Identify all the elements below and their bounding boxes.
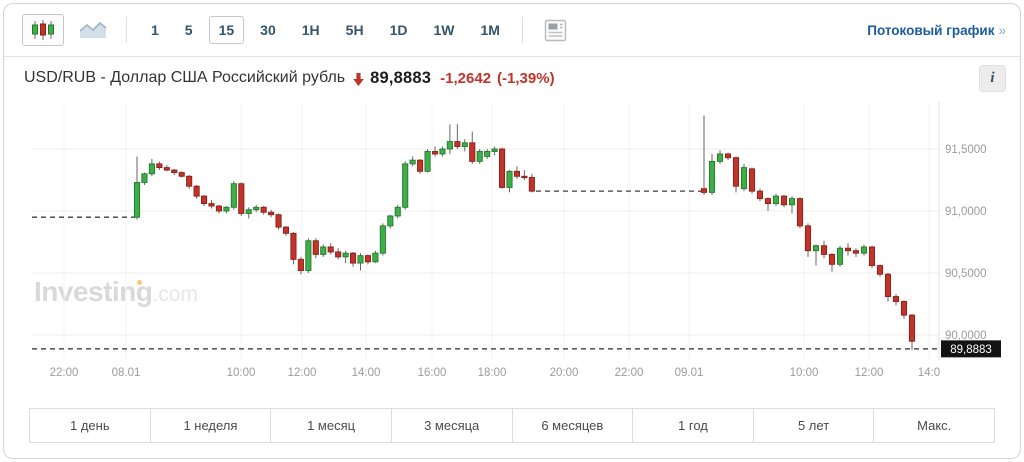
interval-button-1d[interactable]: 1D	[380, 16, 418, 44]
news-panel-button[interactable]	[535, 14, 577, 46]
x-axis-tick-label: 18:00	[478, 367, 507, 379]
x-axis-tick-label: 20:00	[550, 367, 579, 379]
x-axis-tick-label: 09.01	[675, 367, 704, 379]
interval-button-5[interactable]: 5	[175, 16, 203, 44]
candlestick-chart-icon	[32, 20, 54, 40]
grid-lines	[32, 102, 940, 360]
x-axis-labels: 22:00 08.01 10:00 12:00 14:00 16:00 18:00 20:00…	[50, 367, 941, 379]
info-button[interactable]: i	[979, 64, 1006, 92]
current-price-tag: 89,8883	[950, 344, 992, 356]
investing-watermark: Investing.com	[34, 276, 198, 308]
x-axis-tick-label: 12:00	[855, 367, 884, 379]
range-button-2[interactable]: 1 неделя	[149, 409, 271, 442]
range-button-8[interactable]: Макс.	[873, 409, 994, 442]
interval-button-1w[interactable]: 1W	[423, 16, 464, 44]
chart-region: Investing.com 89,8883 91,5000 91,0000 90,50…	[4, 98, 1020, 404]
quote-header: USD/RUB - Доллар США Российский рубль 89…	[4, 57, 1020, 99]
range-button-4[interactable]: 3 месяца	[390, 409, 512, 442]
interval-button-15[interactable]: 15	[208, 16, 245, 44]
interval-button-1h[interactable]: 1H	[292, 16, 330, 44]
x-axis-tick-label: 16:00	[418, 367, 447, 379]
chart-type-line-button[interactable]	[72, 14, 114, 46]
price-down-arrow-icon	[353, 72, 364, 86]
price-change: -1,2642	[440, 69, 492, 87]
watermark-domain: .com	[152, 283, 198, 306]
interval-button-group: 1 5 15 30 1H 5H 1D 1W 1M	[141, 16, 510, 44]
streaming-chart-label: Потоковый график	[867, 22, 995, 38]
watermark-logo-dot	[137, 280, 142, 285]
range-button-5[interactable]: 6 месяцев	[511, 409, 633, 442]
range-button-3[interactable]: 1 месяц	[270, 409, 391, 442]
interval-button-1[interactable]: 1	[141, 16, 169, 44]
chart-toolbar: 1 5 15 30 1H 5H 1D 1W 1M Потоковый график»	[4, 4, 1020, 57]
x-axis-tick-label: 14:0	[918, 367, 940, 379]
pair-title: USD/RUB - Доллар США Российский рубль	[24, 69, 346, 86]
y-axis-tick-label: 91,5000	[945, 144, 987, 156]
x-axis-tick-label: 12:00	[288, 367, 317, 379]
interval-button-1m[interactable]: 1M	[470, 16, 509, 44]
interval-button-30[interactable]: 30	[250, 16, 286, 44]
news-panel-icon	[545, 19, 567, 41]
current-price-line: 89,8883	[32, 340, 1001, 358]
range-selector: 1 день 1 неделя 1 месяц 3 месяца 6 месяцев 1 …	[29, 408, 995, 443]
streaming-chart-link[interactable]: Потоковый график»	[867, 23, 1006, 38]
range-button-6[interactable]: 1 год	[632, 409, 753, 442]
chart-type-candlestick-button[interactable]	[22, 14, 64, 46]
y-axis-tick-label: 90,5000	[945, 268, 987, 280]
y-axis-tick-label: 91,0000	[945, 206, 987, 218]
x-axis-tick-label: 22:00	[615, 367, 644, 379]
x-axis-tick-label: 10:00	[227, 367, 256, 379]
y-axis-tick-label: 90,0000	[945, 330, 987, 342]
x-axis-tick-label: 22:00	[50, 367, 79, 379]
chart-widget-card: 1 5 15 30 1H 5H 1D 1W 1M Потоковый график» USD/R…	[3, 3, 1021, 459]
x-axis-tick-label: 08.01	[112, 367, 141, 379]
toolbar-divider	[126, 17, 127, 43]
candles	[133, 115, 916, 350]
info-icon: i	[990, 69, 995, 86]
interval-button-5h[interactable]: 5H	[336, 16, 374, 44]
last-price: 89,8883	[370, 68, 432, 87]
toolbar-divider	[521, 17, 523, 43]
session-gap-lines	[32, 190, 701, 218]
candlestick-chart-canvas[interactable]: 89,8883 91,5000 91,0000 90,5000 90,0000 22:00…	[4, 98, 1020, 404]
range-button-7[interactable]: 5 лет	[752, 409, 874, 442]
y-axis-labels: 91,5000 91,0000 90,5000 90,0000	[945, 144, 987, 342]
watermark-brand: Investing	[34, 276, 153, 307]
x-axis-tick-label: 14:00	[352, 367, 381, 379]
x-axis-tick-label: 10:00	[790, 367, 819, 379]
line-chart-icon	[79, 21, 107, 38]
price-change-percent: (-1,39%)	[497, 69, 555, 87]
chevron-right-icon: »	[998, 22, 1006, 38]
range-button-1[interactable]: 1 день	[30, 409, 150, 442]
